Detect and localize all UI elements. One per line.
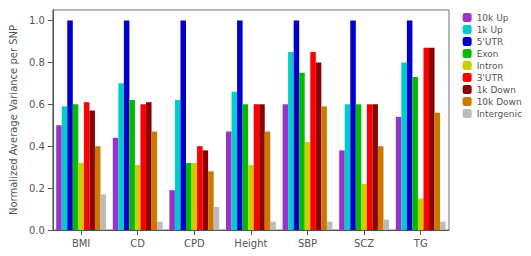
svg-text:1k Down: 1k Down bbox=[477, 85, 516, 95]
svg-text:Intron: Intron bbox=[477, 61, 504, 71]
svg-text:3'UTR: 3'UTR bbox=[477, 73, 504, 83]
svg-text:BMI: BMI bbox=[72, 238, 90, 249]
svg-text:5'UTR: 5'UTR bbox=[477, 37, 504, 47]
svg-text:1.0: 1.0 bbox=[29, 15, 45, 26]
svg-text:10k Up: 10k Up bbox=[477, 13, 509, 23]
svg-text:0.2: 0.2 bbox=[29, 183, 45, 194]
svg-text:0.8: 0.8 bbox=[29, 57, 45, 68]
svg-text:0.4: 0.4 bbox=[29, 141, 45, 152]
svg-text:SCZ: SCZ bbox=[354, 238, 374, 249]
svg-text:CPD: CPD bbox=[184, 238, 205, 249]
svg-text:Normalized Average Variance pe: Normalized Average Variance per SNP bbox=[8, 25, 19, 215]
svg-text:0.6: 0.6 bbox=[29, 99, 45, 110]
svg-text:10k Down: 10k Down bbox=[477, 97, 522, 107]
svg-text:1k Up: 1k Up bbox=[477, 25, 503, 35]
svg-text:SBP: SBP bbox=[298, 238, 317, 249]
svg-text:CD: CD bbox=[130, 238, 145, 249]
svg-text:0.0: 0.0 bbox=[29, 225, 45, 236]
svg-text:TG: TG bbox=[413, 238, 428, 249]
svg-text:Height: Height bbox=[234, 238, 267, 249]
svg-text:Exon: Exon bbox=[477, 49, 499, 59]
svg-text:Intergenic: Intergenic bbox=[477, 109, 522, 119]
